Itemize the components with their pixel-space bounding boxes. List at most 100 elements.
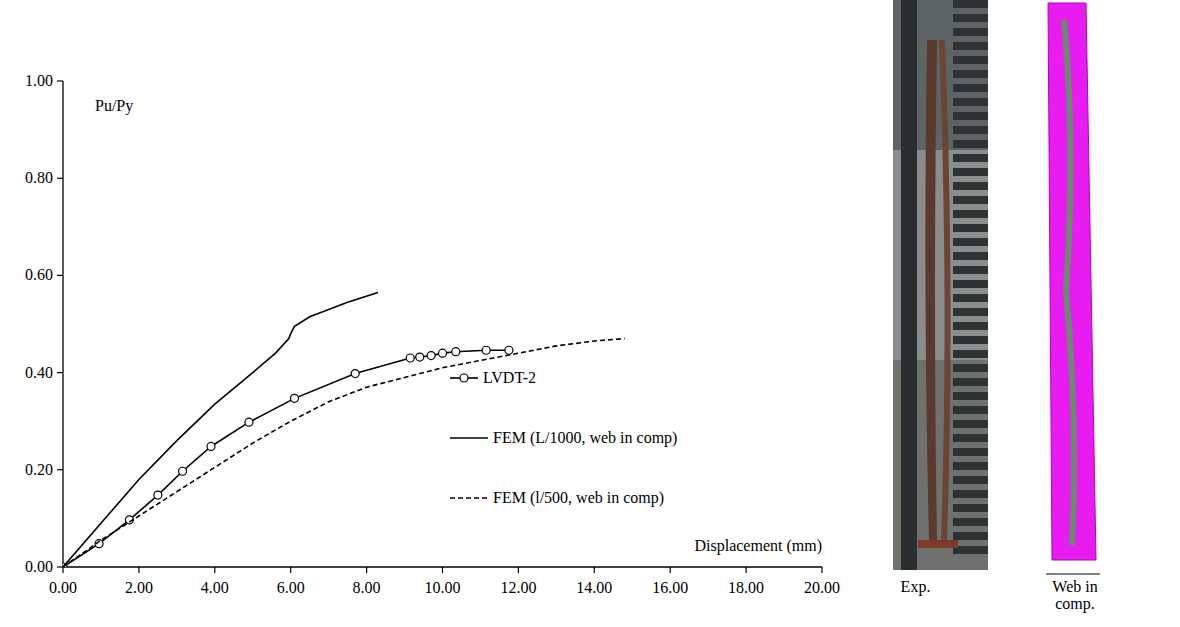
x-axis-title: Displacement (mm) — [694, 537, 822, 555]
threaded-rod — [953, 252, 988, 260]
threaded-rod — [953, 266, 988, 274]
threaded-rod — [953, 350, 988, 358]
legend-label: LVDT-2 — [483, 369, 536, 386]
x-tick — [745, 567, 746, 573]
y-axis — [62, 81, 63, 567]
y-tick-label: 0.20 — [25, 461, 53, 478]
base-plate — [918, 540, 958, 548]
threaded-rod — [953, 392, 988, 400]
threaded-rod — [953, 378, 988, 386]
threaded-rod — [953, 322, 988, 330]
x-tick — [290, 567, 291, 573]
y-tick-label: 0.60 — [25, 266, 53, 283]
x-tick-label: 4.00 — [201, 579, 229, 596]
threaded-rod — [953, 98, 988, 106]
series-line — [63, 350, 509, 567]
caption-line: comp. — [1055, 595, 1095, 613]
threaded-rod — [953, 70, 988, 78]
threaded-rod — [953, 476, 988, 484]
x-tick-label: 14.00 — [576, 579, 612, 596]
threaded-rod — [953, 210, 988, 218]
threaded-rod — [953, 196, 988, 204]
y-tick-label: 0.00 — [25, 558, 53, 575]
x-tick — [366, 567, 367, 573]
threaded-rod — [953, 112, 988, 120]
series-marker — [439, 349, 447, 357]
series-marker — [179, 467, 187, 475]
page: 0.000.200.400.600.801.000.002.004.006.00… — [0, 0, 1180, 627]
y-tick — [57, 372, 63, 373]
x-tick — [214, 567, 215, 573]
x-tick-label: 6.00 — [277, 579, 305, 596]
specimen-flange — [939, 40, 951, 540]
y-tick — [57, 275, 63, 276]
x-tick-label: 8.00 — [353, 579, 381, 596]
series-marker — [427, 352, 435, 360]
x-tick-label: 12.00 — [500, 579, 536, 596]
series-line — [63, 339, 625, 567]
series-marker — [351, 370, 359, 378]
threaded-rod — [953, 308, 988, 316]
threaded-rod — [953, 140, 988, 148]
y-tick — [57, 80, 63, 81]
image-caption: Web incomp. — [1052, 578, 1097, 613]
threaded-rod — [953, 434, 988, 442]
series-line — [63, 292, 378, 567]
series-marker — [245, 418, 253, 426]
x-tick-label: 18.00 — [728, 579, 764, 596]
y-tick — [57, 566, 63, 567]
y-tick-label: 0.80 — [25, 169, 53, 186]
x-tick — [138, 567, 139, 573]
photo-background — [893, 0, 988, 570]
threaded-rod — [953, 182, 988, 190]
threaded-rod — [953, 518, 988, 526]
threaded-rod — [953, 280, 988, 288]
threaded-rod — [953, 126, 988, 134]
y-tick — [57, 178, 63, 179]
threaded-rod — [953, 294, 988, 302]
legend-label: FEM (l/500, web in comp) — [493, 489, 664, 507]
x-tick — [442, 567, 443, 573]
frame-post — [901, 0, 917, 570]
legend-swatch — [450, 497, 488, 499]
x-tick-label: 0.00 — [49, 579, 77, 596]
threaded-rod — [953, 28, 988, 36]
threaded-rod — [953, 490, 988, 498]
x-tick — [821, 567, 822, 573]
threaded-rod — [953, 56, 988, 64]
legend-marker — [460, 374, 468, 382]
threaded-rod — [953, 154, 988, 162]
x-tick-label: 16.00 — [652, 579, 688, 596]
series-marker — [505, 346, 513, 354]
x-tick-label: 2.00 — [125, 579, 153, 596]
x-tick-label: 10.00 — [425, 579, 461, 596]
threaded-rod — [953, 462, 988, 470]
y-axis-title: Pu/Py — [95, 97, 133, 115]
specimen — [925, 40, 937, 540]
threaded-rod — [953, 532, 988, 540]
threaded-rod — [953, 448, 988, 456]
caption-rule — [1046, 574, 1100, 575]
series-marker — [416, 353, 424, 361]
threaded-rod — [953, 224, 988, 232]
threaded-rod — [953, 0, 988, 8]
threaded-rod — [953, 364, 988, 372]
y-tick-label: 0.40 — [25, 364, 53, 381]
fem-model — [1048, 3, 1096, 560]
fem-web — [1064, 20, 1074, 545]
threaded-rod — [953, 420, 988, 428]
series-marker — [482, 346, 490, 354]
x-tick — [518, 567, 519, 573]
threaded-rod — [953, 14, 988, 22]
x-tick — [594, 567, 595, 573]
series-marker — [290, 394, 298, 402]
threaded-rod — [953, 406, 988, 414]
caption-line: Web in — [1052, 578, 1097, 595]
series-marker — [452, 348, 460, 356]
series-marker — [207, 442, 215, 450]
series-marker — [154, 491, 162, 499]
threaded-rod — [953, 546, 988, 554]
threaded-rod — [953, 168, 988, 176]
threaded-rod — [953, 238, 988, 246]
image-caption: Exp. — [901, 578, 931, 596]
